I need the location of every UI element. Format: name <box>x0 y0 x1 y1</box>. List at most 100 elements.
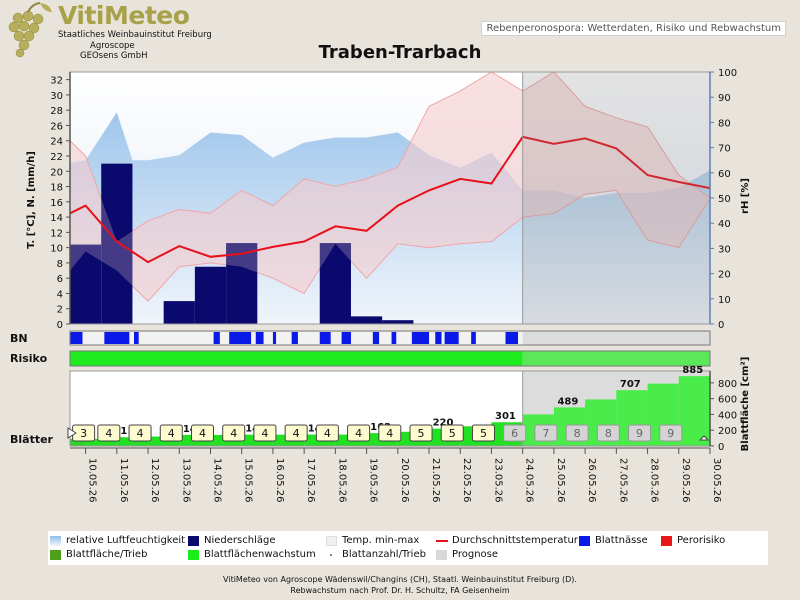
leaf-count-box <box>409 424 433 442</box>
precipitation-bar <box>226 243 258 324</box>
leaf-count-box <box>471 424 495 442</box>
date-tick-label: 13.05.26 <box>180 458 191 503</box>
footer-line-2: Rebwachstum nach Prof. Dr. H. Schultz, F… <box>290 586 510 595</box>
leaf-wetness-block <box>213 332 220 344</box>
grape-icon <box>8 2 52 58</box>
leaf-count-box <box>659 424 683 442</box>
date-tick-label: 18.05.26 <box>336 458 347 503</box>
date-tick-label: 19.05.26 <box>368 458 379 503</box>
left-tick-label: 14 <box>50 213 63 224</box>
leaf-area-value-label: 885 <box>682 365 703 376</box>
right-tick-label: 90 <box>718 93 731 104</box>
date-tick-label: 29.05.26 <box>680 458 691 503</box>
leaf-area-value-label: 220 <box>433 418 454 429</box>
date-tick-label: 22.05.26 <box>461 458 472 503</box>
leaf-count-label: 4 <box>137 427 144 440</box>
leaf-count-box <box>253 424 277 442</box>
precipitation-bar <box>350 316 383 324</box>
right-tick-label: 80 <box>718 118 731 129</box>
leaf-count-label: 9 <box>636 427 643 440</box>
left-tick-label: 22 <box>50 152 63 163</box>
leaf-count-label: 7 <box>542 427 549 440</box>
right-tick-label: 50 <box>718 194 731 205</box>
leaf-count-label: 5 <box>480 427 487 440</box>
leaf-wetness-row <box>69 330 711 346</box>
right-tick-label: 0 <box>718 320 724 331</box>
leaf-wetness-block <box>435 332 442 344</box>
right-axis-label: rH [%] <box>740 178 751 214</box>
leaf-wetness-block <box>255 332 264 344</box>
date-tick-label: 16.05.26 <box>274 458 285 503</box>
right-tick-label: 30 <box>718 244 731 255</box>
forecast-shade <box>522 72 710 324</box>
leaf-wetness-block <box>272 332 277 344</box>
date-tick-label: 15.05.26 <box>243 458 254 503</box>
leaf-tick-label: 400 <box>718 410 737 421</box>
leaf-wetness-block <box>341 332 351 344</box>
page-subtitle: Rebenperonospora: Wetterdaten, Risiko un… <box>481 21 786 36</box>
left-tick-label: 6 <box>57 274 63 285</box>
leaf-count-box <box>190 424 214 442</box>
date-tick-label: 28.05.26 <box>649 458 660 503</box>
row-label-leaves: Blätter <box>10 433 54 446</box>
date-axis: 10.05.26 11.05.26 12.05.26 13.05.26 14.05.26… <box>70 447 722 503</box>
leaf-tick-label: 600 <box>718 395 737 406</box>
leaf-count-box <box>222 424 246 442</box>
date-tick-label: 12.05.26 <box>149 458 160 503</box>
date-tick-label: 14.05.26 <box>211 458 222 503</box>
precipitation-bar <box>70 244 102 324</box>
mean-temperature-line <box>69 135 711 264</box>
left-axis-label: T. [°C], N. [mm/h] <box>26 151 37 249</box>
leaf-tick-label: 0 <box>718 442 724 453</box>
leaf-count-box <box>315 424 339 442</box>
vitimeteo-logo: VitiMeteo Staatliches Weinbauinstitut Fr… <box>0 0 212 62</box>
leaf-count-box <box>565 424 589 442</box>
precipitation-bar <box>163 301 195 324</box>
page-title: Traben-Trarbach <box>318 42 482 63</box>
leaf-count-label: 4 <box>386 427 393 440</box>
leaf-growth-plot: 0200400600800111140143145163220301489707… <box>67 365 737 453</box>
leaf-tick-label: 200 <box>718 426 737 437</box>
left-tick-label: 26 <box>50 121 63 132</box>
right-tick-label: 40 <box>718 219 731 230</box>
org-line-1: Staatliches Weinbauinstitut Freiburg <box>58 30 212 40</box>
left-tick-label: 20 <box>50 167 63 178</box>
left-tick-label: 2 <box>57 305 63 316</box>
left-tick-label: 30 <box>50 91 63 102</box>
leaf-axis-label: Blattfläche [cm²] <box>740 357 751 452</box>
leaf-arrow-right-icon <box>698 435 710 441</box>
leaf-count-label: 4 <box>324 427 331 440</box>
leaf-wetness-block <box>391 332 397 344</box>
date-tick-label: 26.05.26 <box>586 458 597 503</box>
org-line-2: Agroscope <box>90 41 135 51</box>
leaf-area-value-label: 707 <box>620 379 641 390</box>
leaf-arrow-left-icon <box>67 427 77 439</box>
footer-line-1: VitiMeteo von Agroscope Wädenswil/Changi… <box>223 575 577 584</box>
right-tick-label: 10 <box>718 295 731 306</box>
leaf-count-label: 4 <box>199 427 206 440</box>
leaf-area-value-label: 301 <box>495 411 516 422</box>
leaf-wetness-block <box>505 332 518 344</box>
leaf-count-label: 4 <box>105 427 112 440</box>
leaf-wetness-block <box>291 332 298 344</box>
date-tick-label: 25.05.26 <box>555 458 566 503</box>
precipitation-bar <box>319 243 351 324</box>
leaf-count-label: 4 <box>168 427 175 440</box>
date-tick-label: 24.05.26 <box>524 458 535 503</box>
leaf-wetness-block <box>372 332 380 344</box>
precipitation-bar <box>101 163 133 324</box>
brand-name: VitiMeteo <box>58 1 190 30</box>
leaf-wetness-block <box>104 332 130 344</box>
leaf-wetness-block <box>229 332 252 344</box>
date-tick-label: 11.05.26 <box>118 458 129 503</box>
temp-range-overlay <box>70 72 710 302</box>
risk-row <box>69 350 711 367</box>
precipitation-bar <box>194 266 227 324</box>
date-tick-label: 23.05.26 <box>492 458 503 503</box>
date-tick-label: 20.05.26 <box>399 458 410 503</box>
leaf-count-box <box>596 424 620 442</box>
risk-observed <box>70 351 523 366</box>
org-line-3: GEOsens GmbH <box>80 51 148 61</box>
leaf-count-label: 4 <box>355 427 362 440</box>
